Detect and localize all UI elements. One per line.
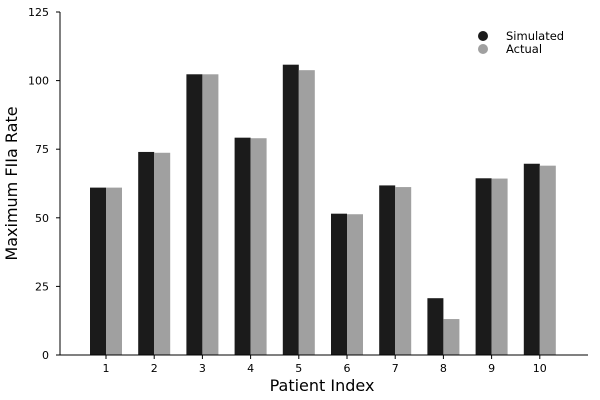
legend: Simulated Actual bbox=[478, 29, 564, 56]
bar-actual-1 bbox=[106, 187, 122, 355]
x-tick-label: 5 bbox=[295, 362, 302, 375]
bar-simulated-1 bbox=[90, 187, 106, 355]
y-tick-label: 0 bbox=[42, 349, 49, 362]
bar-simulated-10 bbox=[523, 163, 540, 355]
bar-actual-4 bbox=[250, 138, 267, 355]
bar-actual-7 bbox=[395, 187, 412, 355]
x-tick-label: 8 bbox=[440, 362, 447, 375]
y-ticks-group: 0 25 50 75 100 125 bbox=[28, 6, 60, 362]
x-tick-label: 6 bbox=[344, 362, 351, 375]
x-tick-label: 4 bbox=[247, 362, 254, 375]
legend-label-simulated: Simulated bbox=[506, 29, 564, 43]
bar-simulated-5 bbox=[282, 64, 299, 355]
y-tick-label: 125 bbox=[28, 6, 49, 19]
x-tick-label: 9 bbox=[488, 362, 495, 375]
bar-simulated-3 bbox=[186, 74, 203, 355]
bar-simulated-9 bbox=[475, 178, 492, 355]
bar-simulated-8 bbox=[427, 298, 444, 355]
x-tick-label: 7 bbox=[392, 362, 399, 375]
x-tick-label: 1 bbox=[103, 362, 110, 375]
x-ticks-group: 1 2 3 4 5 6 7 8 9 10 bbox=[103, 355, 547, 375]
y-tick-label: 75 bbox=[35, 143, 49, 156]
bar-simulated-7 bbox=[379, 185, 396, 355]
bar-simulated-4 bbox=[234, 137, 251, 355]
x-axis-title: Patient Index bbox=[270, 376, 375, 395]
bar-actual-3 bbox=[202, 74, 219, 355]
x-tick-label: 10 bbox=[533, 362, 547, 375]
y-tick-label: 25 bbox=[35, 280, 49, 293]
bar-actual-8 bbox=[443, 319, 460, 355]
x-tick-label: 3 bbox=[199, 362, 206, 375]
y-tick-label: 100 bbox=[28, 75, 49, 88]
bar-actual-5 bbox=[298, 70, 315, 356]
bars-group bbox=[90, 64, 556, 356]
bar-actual-10 bbox=[539, 165, 556, 355]
bar-actual-9 bbox=[491, 178, 508, 355]
bar-simulated-2 bbox=[138, 151, 155, 355]
bar-actual-2 bbox=[154, 152, 171, 355]
legend-label-actual: Actual bbox=[506, 42, 542, 56]
x-tick-label: 2 bbox=[151, 362, 158, 375]
bar-simulated-6 bbox=[331, 213, 347, 355]
legend-marker-simulated bbox=[478, 31, 488, 41]
bar-actual-6 bbox=[347, 214, 363, 355]
legend-marker-actual bbox=[478, 44, 488, 54]
y-tick-label: 50 bbox=[35, 212, 49, 225]
y-axis-title: Maximum FIIa Rate bbox=[2, 106, 21, 260]
